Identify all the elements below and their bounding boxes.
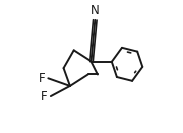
Text: N: N [91, 4, 100, 17]
Text: F: F [41, 90, 48, 103]
Text: F: F [39, 72, 45, 85]
